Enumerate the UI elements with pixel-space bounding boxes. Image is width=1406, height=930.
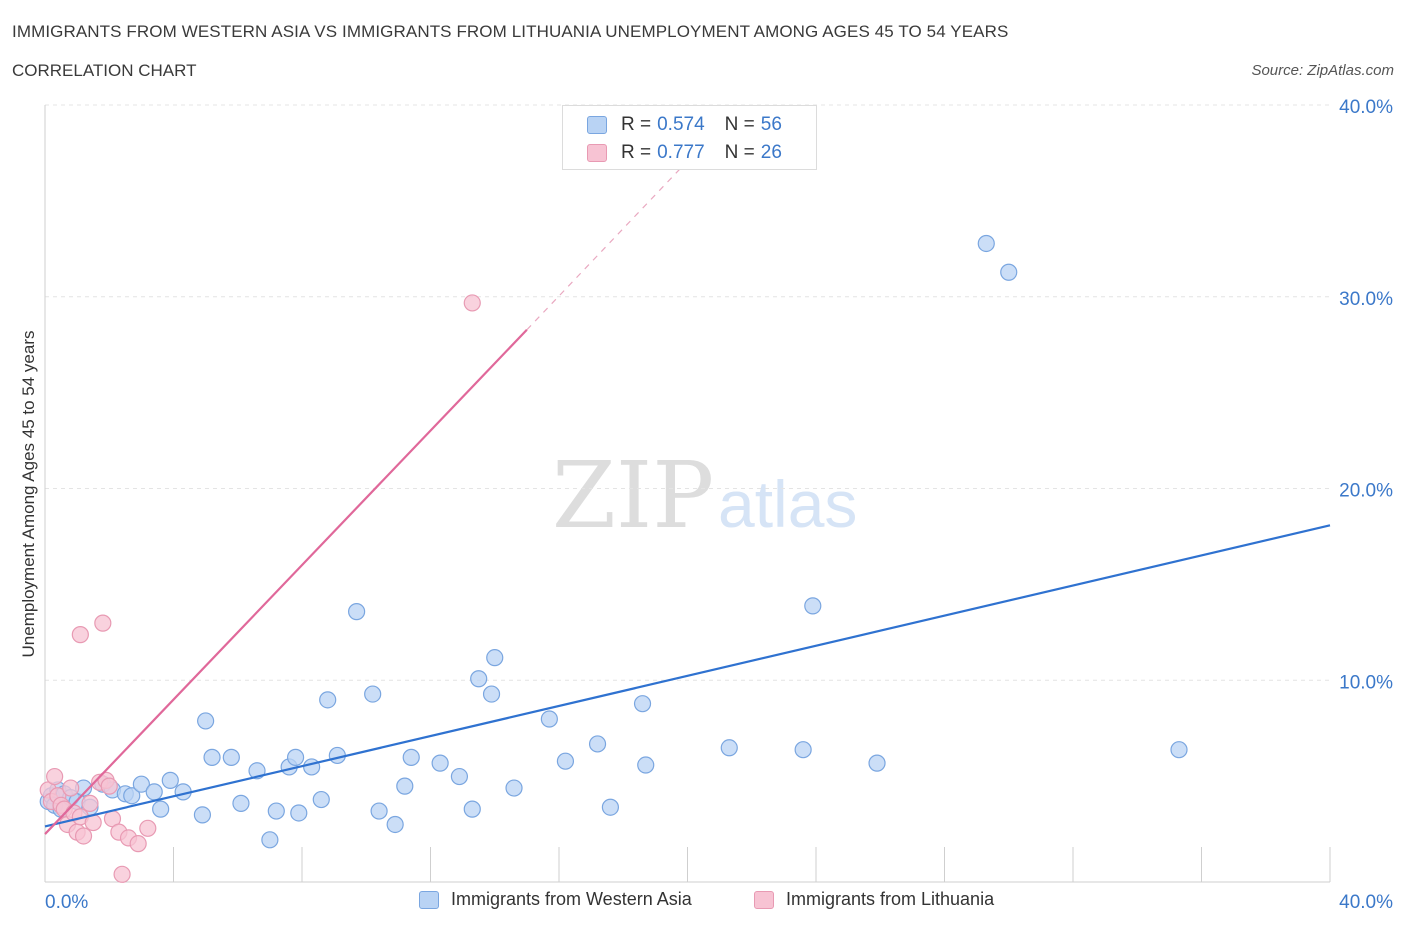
- stats-legend: R = 0.574 N = 56 R = 0.777 N = 26: [562, 105, 817, 170]
- western-asia-point: [505, 779, 523, 797]
- lithuania-point: [94, 614, 112, 632]
- western-asia-point: [267, 802, 285, 820]
- western-asia-point: [804, 597, 822, 615]
- legend-item-lithuania[interactable]: Immigrants from Lithuania: [754, 889, 994, 910]
- western-asia-point: [386, 815, 404, 834]
- western-asia-point: [556, 752, 575, 770]
- western-asia-point: [868, 754, 886, 772]
- lithuania-legend-swatch: [754, 890, 774, 909]
- stats-legend-row-lithuania: R = 0.777 N = 26: [587, 142, 782, 164]
- western-asia-trend-line: [44, 524, 1331, 828]
- y-tick-label: 40.0%: [1339, 97, 1393, 118]
- western-asia-point: [1170, 741, 1188, 759]
- western-asia-point: [286, 748, 305, 766]
- watermark-zip: ZIP: [552, 442, 714, 549]
- x-tick-label-max: 40.0%: [1339, 892, 1393, 913]
- western-asia-point: [540, 710, 558, 728]
- western-asia-swatch: [587, 116, 607, 134]
- western-asia-point: [328, 746, 346, 765]
- western-asia-point: [470, 670, 488, 688]
- western-asia-point: [794, 741, 812, 759]
- western-asia-point: [633, 695, 652, 713]
- lithuania-swatch: [587, 144, 607, 162]
- western-asia-point: [197, 712, 215, 730]
- western-asia-point: [319, 691, 337, 709]
- western-asia-point: [161, 771, 179, 789]
- western-asia-point: [463, 800, 481, 818]
- x-tick-label-min: 0.0%: [45, 892, 88, 913]
- western-asia-point: [977, 234, 995, 253]
- western-asia-point: [396, 777, 414, 795]
- western-asia-point: [312, 790, 330, 809]
- western-asia-point: [431, 754, 449, 772]
- r-label: R =: [621, 142, 652, 163]
- western-asia-point: [303, 758, 321, 776]
- legend-label-western-asia: Immigrants from Western Asia: [451, 889, 692, 909]
- western-asia-point: [482, 685, 501, 703]
- legend-item-western-asia[interactable]: Immigrants from Western Asia: [419, 889, 692, 910]
- western-asia-legend-swatch: [419, 890, 439, 909]
- western-asia-point: [261, 831, 279, 849]
- y-tick-label: 20.0%: [1339, 481, 1393, 502]
- series-legend: Immigrants from Western Asia Immigrants …: [0, 889, 1406, 915]
- lithuania-point: [139, 819, 157, 837]
- western-asia-point: [588, 735, 607, 753]
- chart-subtitle: CORRELATION CHART: [12, 61, 197, 80]
- western-asia-point: [152, 800, 170, 818]
- western-asia-point: [290, 804, 308, 822]
- western-asia-point: [232, 794, 250, 812]
- lithuania-point: [81, 794, 99, 812]
- source-credit: Source: ZipAtlas.com: [1251, 62, 1394, 79]
- lithuania-trend-extension: [526, 160, 688, 331]
- lithuania-point: [71, 626, 89, 644]
- stats-legend-row-western-asia: R = 0.574 N = 56: [587, 114, 782, 136]
- r-label: R =: [621, 114, 652, 135]
- western-asia-point: [203, 748, 221, 766]
- watermark-atlas: atlas: [718, 467, 857, 541]
- lithuania-point: [113, 865, 131, 883]
- n-value-lithuania: 26: [760, 142, 782, 163]
- lithuania-point: [62, 779, 80, 797]
- western-asia-point: [720, 739, 738, 757]
- r-value-lithuania: 0.777: [657, 142, 705, 163]
- western-asia-point: [364, 685, 382, 703]
- y-axis-label: Unemployment Among Ages 45 to 54 years: [19, 331, 38, 658]
- western-asia-point: [145, 783, 163, 801]
- western-asia-point: [402, 748, 420, 766]
- y-tick-label: 10.0%: [1339, 672, 1393, 693]
- lithuania-point: [74, 827, 93, 845]
- lithuania-trend-line: [44, 329, 528, 835]
- western-asia-point: [222, 748, 240, 766]
- western-asia-point: [486, 649, 504, 667]
- chart-title: IMMIGRANTS FROM WESTERN ASIA VS IMMIGRAN…: [12, 22, 1009, 41]
- western-asia-point: [348, 603, 366, 621]
- western-asia-point: [601, 798, 620, 816]
- western-asia-point: [193, 806, 212, 824]
- r-value-western-asia: 0.574: [657, 114, 705, 135]
- lithuania-point: [100, 777, 118, 795]
- y-tick-label: 30.0%: [1339, 289, 1393, 310]
- western-asia-point: [450, 767, 469, 786]
- legend-label-lithuania: Immigrants from Lithuania: [786, 889, 995, 909]
- lithuania-point: [463, 294, 481, 312]
- n-label: N =: [724, 142, 755, 163]
- western-asia-point: [1000, 263, 1018, 281]
- lithuania-point: [46, 767, 64, 786]
- western-asia-point: [132, 775, 150, 793]
- n-label: N =: [724, 114, 755, 135]
- n-value-western-asia: 56: [760, 114, 782, 135]
- western-asia-point: [370, 802, 388, 820]
- lithuania-point: [129, 835, 147, 853]
- western-asia-point: [123, 787, 141, 805]
- western-asia-point: [637, 756, 655, 774]
